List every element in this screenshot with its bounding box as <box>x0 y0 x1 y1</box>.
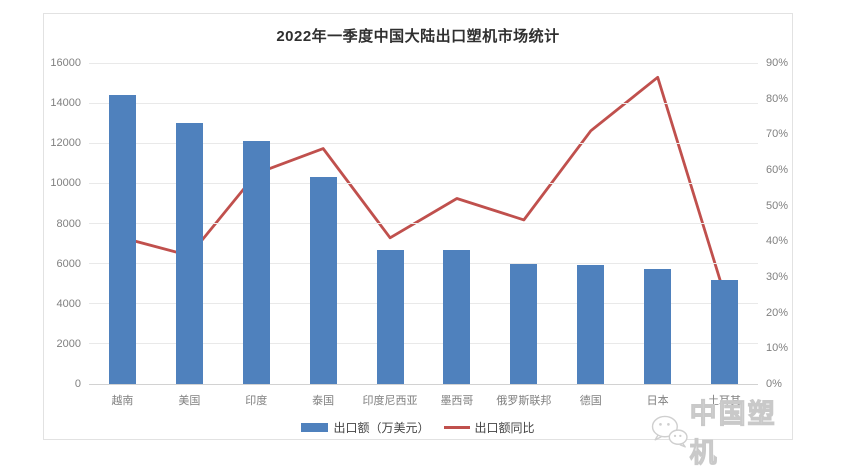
gridline <box>89 343 758 345</box>
bar <box>309 177 337 384</box>
bar <box>644 268 672 384</box>
y-axis-right-tick-label: 40% <box>766 235 789 248</box>
y-axis-right-tick-label: 0% <box>766 378 782 390</box>
x-axis-category-label: 德国 <box>579 395 602 407</box>
chart-panel: 2022年一季度中国大陆出口塑机市场统计 0 2000 4000 6000 8000 10… <box>43 13 793 469</box>
bar <box>242 141 270 384</box>
gridline <box>89 142 758 144</box>
bar <box>577 264 605 384</box>
x-axis-category-label: 日本 <box>646 395 669 407</box>
y-axis-left-tick-label: 12000 <box>50 137 81 150</box>
gridline <box>89 223 758 224</box>
legend-item-yoy: 出口额同比 <box>443 419 535 436</box>
x-axis-category-label: 泰国 <box>312 395 335 407</box>
legend-item-export-value: 出口额（万美元） <box>301 419 430 436</box>
x-axis-category-label: 印度 <box>245 395 268 407</box>
y-axis-left-tick-label: 0 <box>74 378 81 390</box>
chart-title: 2022年一季度中国大陆出口塑机市场统计 <box>276 28 560 45</box>
gridline <box>89 102 758 104</box>
x-axis-category-label: 美国 <box>178 395 201 407</box>
y-axis-right-tick-label: 50% <box>766 199 789 212</box>
legend-bar-label: 出口额（万美元） <box>333 421 430 435</box>
y-axis-left-tick-label: 6000 <box>56 257 81 270</box>
line-series <box>121 75 726 297</box>
gridline <box>89 263 758 265</box>
gridline <box>89 303 758 305</box>
y-axis-right-tick-label: 60% <box>766 164 789 176</box>
legend-bar-swatch <box>301 423 329 432</box>
x-axis-category-label: 土耳其 <box>708 395 742 407</box>
y-axis-right-tick-label: 10% <box>766 342 789 355</box>
bar <box>711 279 739 384</box>
bar <box>376 249 404 384</box>
y-axis-left-tick-label: 2000 <box>56 337 81 350</box>
chart-legend: 出口额（万美元） 出口额同比 <box>44 419 792 436</box>
x-axis-category-label: 越南 <box>111 395 134 407</box>
gridline <box>89 383 758 385</box>
y-axis-right-tick-label: 70% <box>766 128 789 141</box>
y-axis-left-tick-label: 16000 <box>50 57 81 69</box>
x-axis-category-label: 印度尼西亚 <box>362 395 418 407</box>
y-axis-right-tick-label: 20% <box>766 306 789 319</box>
y-axis-left-tick-label: 8000 <box>56 217 81 230</box>
x-axis-category-label: 俄罗斯联邦 <box>496 395 552 407</box>
y-axis-left-tick-label: 14000 <box>50 97 81 110</box>
plot-area: 0 2000 4000 6000 8000 10000 12000 14000 16000 0% 1… <box>50 57 788 407</box>
y-axis-left-tick-label: 10000 <box>50 177 81 190</box>
gridline <box>89 62 758 64</box>
bar <box>443 249 471 384</box>
legend-line-swatch <box>443 426 470 429</box>
y-axis-right-tick-label: 80% <box>766 92 789 105</box>
y-axis-right-tick-label: 90% <box>766 57 789 69</box>
line-series-svg <box>121 75 726 297</box>
x-axis-category-label: 墨西哥 <box>440 395 474 407</box>
bar <box>175 123 203 384</box>
bar <box>510 263 538 384</box>
y-axis-left-tick-label: 4000 <box>56 297 81 310</box>
gridline <box>89 182 758 184</box>
y-axis-right-tick-label: 30% <box>766 271 789 283</box>
legend-line-label: 出口额同比 <box>474 421 535 435</box>
bar <box>108 95 136 384</box>
